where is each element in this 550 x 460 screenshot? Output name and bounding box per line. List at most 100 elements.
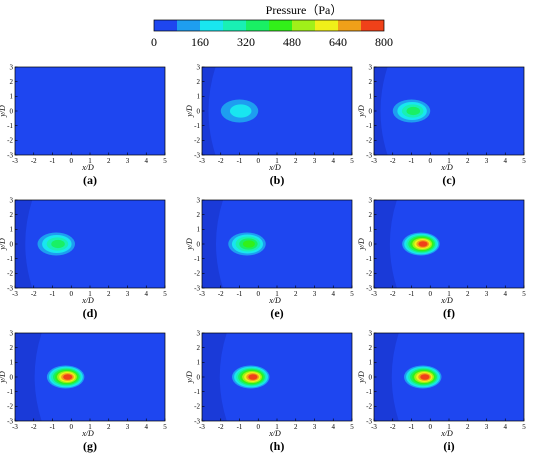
y-tick-label: -2 — [366, 270, 372, 278]
colorbar-tick-label: 320 — [237, 35, 255, 49]
colorbar-tick-labels: 0 160 320 480 640 800 — [151, 35, 393, 49]
y-tick-label: 1 — [10, 226, 14, 234]
y-tick-label: 3 — [197, 329, 201, 337]
y-tick-label: -1 — [7, 388, 13, 396]
contour-panel: -3 -2 -1 0 1 2 3 4 5 -3 -2 -1 0 1 2 3 x/D y/D (a) — [0, 63, 167, 187]
colorbar-swatch — [338, 20, 361, 31]
x-tick-label: 0 — [257, 290, 261, 298]
x-axis-label: x/D — [268, 296, 281, 305]
x-tick-label: 2 — [294, 423, 298, 431]
colorbar-frame — [153, 19, 385, 32]
panel-label: (i) — [443, 439, 454, 453]
x-tick-label: 2 — [107, 423, 111, 431]
contour-panel: -3 -2 -1 0 1 2 3 4 5 -3 -2 -1 0 1 2 3 x/D y/D (b) — [185, 63, 354, 187]
y-tick-label: 1 — [369, 93, 373, 101]
upstream-region — [202, 67, 216, 155]
x-tick-label: -1 — [237, 290, 243, 298]
upstream-region — [15, 200, 33, 288]
x-tick-label: -3 — [12, 157, 18, 165]
x-tick-label: 3 — [485, 423, 489, 431]
x-tick-label: 5 — [522, 157, 526, 165]
x-tick-label: 5 — [522, 423, 526, 431]
contour-panel: -3 -2 -1 0 1 2 3 4 5 -3 -2 -1 0 1 2 3 x/D y/D (e) — [185, 196, 354, 320]
pressure-background — [15, 333, 165, 421]
x-tick-label: 4 — [332, 423, 336, 431]
y-tick-label: -1 — [366, 388, 372, 396]
y-tick-label: -3 — [7, 284, 13, 292]
y-tick-label: -2 — [7, 137, 13, 145]
pressure-background — [202, 200, 352, 288]
y-tick-label: 1 — [369, 359, 373, 367]
contour-panel: -3 -2 -1 0 1 2 3 4 5 -3 -2 -1 0 1 2 3 x/D y/D (g) — [0, 329, 167, 453]
y-tick-label: 2 — [10, 78, 14, 86]
x-axis-label: x/D — [268, 429, 281, 438]
x-tick-label: 0 — [429, 423, 433, 431]
colorbar-swatch — [177, 20, 200, 31]
colorbar-swatch — [200, 20, 223, 31]
pressure-field — [202, 200, 352, 288]
x-tick-label: -1 — [409, 423, 415, 431]
x-tick-label: -1 — [409, 290, 415, 298]
colorbar-swatch — [269, 20, 292, 31]
pressure-background — [202, 333, 352, 421]
colorbar-swatches — [154, 20, 384, 31]
x-tick-label: -2 — [31, 423, 37, 431]
y-tick-label: -3 — [7, 151, 13, 159]
pressure-contour — [420, 374, 430, 380]
colorbar-tick-label: 480 — [283, 35, 301, 49]
upstream-region — [374, 67, 388, 155]
x-tick-label: -1 — [50, 157, 56, 165]
panel-label: (e) — [270, 306, 283, 320]
panel-label: (a) — [83, 173, 97, 187]
x-tick-label: 2 — [107, 290, 111, 298]
y-tick-label: 0 — [369, 240, 373, 248]
y-tick-label: -2 — [366, 137, 372, 145]
contour-panel: -3 -2 -1 0 1 2 3 4 5 -3 -2 -1 0 1 2 3 x/D y/D (d) — [0, 196, 167, 320]
x-axis-label: x/D — [81, 163, 94, 172]
x-tick-label: -3 — [199, 423, 205, 431]
upstream-region — [15, 333, 42, 421]
x-tick-label: 4 — [145, 423, 149, 431]
x-tick-label: 4 — [332, 157, 336, 165]
y-tick-label: 1 — [197, 93, 201, 101]
y-tick-label: 3 — [10, 196, 14, 204]
pressure-field — [374, 200, 524, 288]
colorbar: Pressure（Pa） 0 160 320 480 640 800 — [151, 3, 393, 49]
x-tick-label: 4 — [145, 157, 149, 165]
colorbar-swatch — [154, 20, 177, 31]
pressure-background — [374, 333, 524, 421]
y-tick-label: -3 — [366, 151, 372, 159]
y-tick-label: 2 — [369, 78, 373, 86]
x-tick-label: -1 — [50, 423, 56, 431]
contour-panel: -3 -2 -1 0 1 2 3 4 5 -3 -2 -1 0 1 2 3 x/D y/D (h) — [185, 329, 354, 453]
x-tick-label: 0 — [70, 157, 74, 165]
x-tick-label: 0 — [70, 423, 74, 431]
x-tick-label: 3 — [313, 157, 317, 165]
x-tick-label: 3 — [485, 157, 489, 165]
y-axis-label: y/D — [357, 238, 366, 251]
pressure-field — [202, 67, 352, 155]
x-tick-label: 0 — [257, 423, 261, 431]
x-tick-label: -2 — [218, 290, 224, 298]
x-tick-label: -2 — [31, 290, 37, 298]
x-tick-label: 1 — [88, 290, 92, 298]
y-tick-label: -3 — [194, 284, 200, 292]
y-tick-label: 3 — [10, 329, 14, 337]
contour-panel: -3 -2 -1 0 1 2 3 4 5 -3 -2 -1 0 1 2 3 x/D y/D (i) — [357, 329, 526, 453]
y-axis-label: y/D — [0, 371, 7, 384]
x-axis-label: x/D — [81, 296, 94, 305]
y-tick-label: 2 — [369, 211, 373, 219]
pressure-field — [374, 67, 524, 155]
x-tick-label: 3 — [485, 290, 489, 298]
pressure-field — [15, 200, 165, 288]
x-tick-label: -1 — [237, 157, 243, 165]
x-tick-label: -1 — [237, 423, 243, 431]
y-tick-label: 1 — [10, 93, 14, 101]
x-tick-label: -2 — [390, 290, 396, 298]
y-tick-label: -2 — [194, 403, 200, 411]
y-tick-label: -2 — [7, 270, 13, 278]
panel-label: (g) — [83, 439, 97, 453]
x-tick-label: 0 — [429, 290, 433, 298]
colorbar-swatch — [246, 20, 269, 31]
x-tick-label: 2 — [294, 290, 298, 298]
